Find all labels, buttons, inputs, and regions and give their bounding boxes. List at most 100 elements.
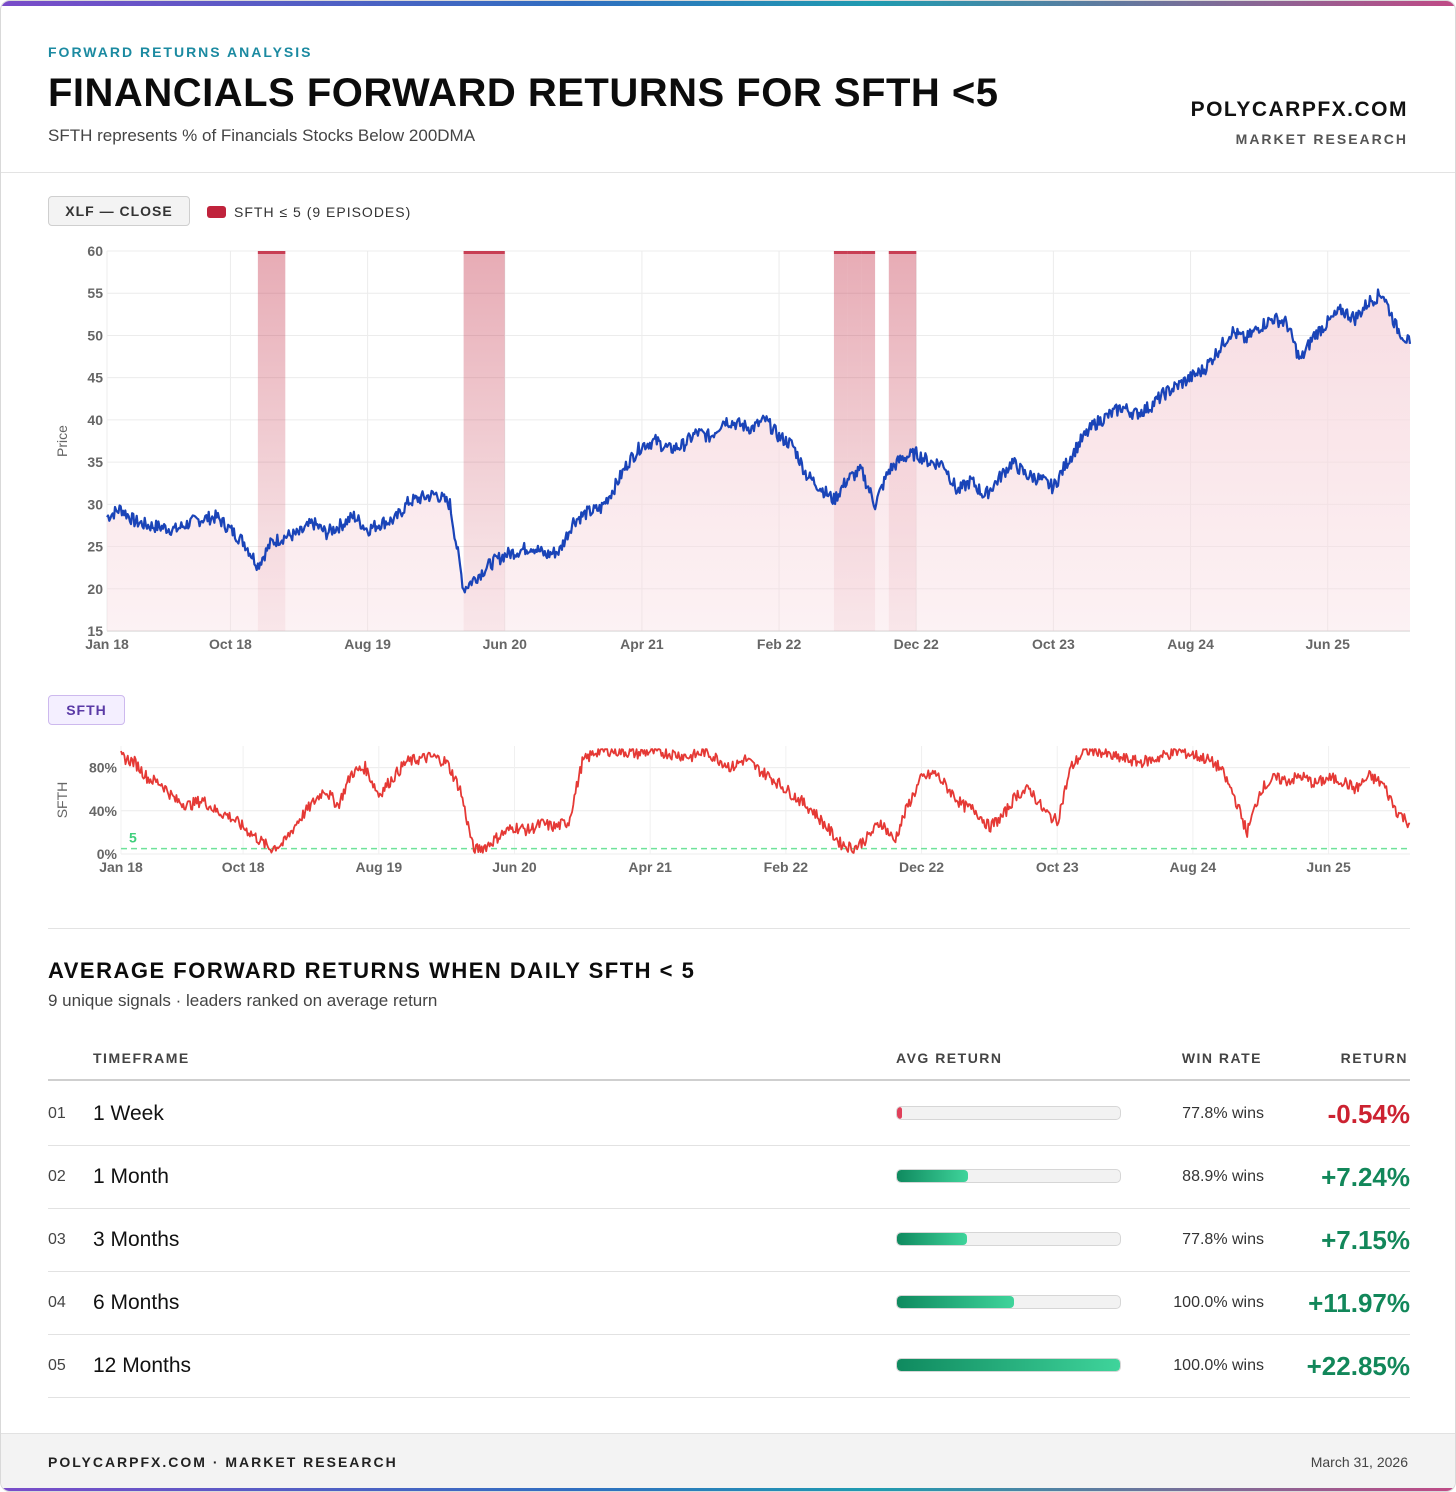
x-tick-label: Aug 24 bbox=[1167, 636, 1214, 652]
table-row: 03 3 Months 77.8% wins +7.15% bbox=[48, 1209, 1410, 1272]
row-rank: 02 bbox=[48, 1168, 66, 1185]
page-subtitle: SFTH represents % of Financials Stocks B… bbox=[48, 126, 476, 145]
brand-name: POLYCARPFX.COM bbox=[1190, 98, 1408, 121]
y-tick-label: 45 bbox=[87, 370, 103, 386]
signal-band-cap bbox=[847, 251, 862, 254]
y-tick-label: 55 bbox=[87, 285, 103, 301]
return-bar-fill bbox=[897, 1296, 1014, 1308]
y-tick-label: 0% bbox=[97, 846, 118, 862]
y-tick-label: 40% bbox=[89, 803, 118, 819]
signal-band-cap bbox=[888, 251, 917, 254]
signal-band-cap bbox=[257, 251, 286, 254]
row-timeframe: 1 Week bbox=[93, 1102, 164, 1125]
table-row: 05 12 Months 100.0% wins +22.85% bbox=[48, 1335, 1410, 1398]
footer-brand: POLYCARPFX.COM · MARKET RESEARCH bbox=[48, 1454, 398, 1470]
return-bar-fill bbox=[897, 1170, 968, 1182]
row-win-rate: 100.0% wins bbox=[1173, 1294, 1264, 1311]
return-bar-fill bbox=[897, 1233, 967, 1245]
x-tick-label: Jun 20 bbox=[492, 859, 537, 875]
returns-title: AVERAGE FORWARD RETURNS WHEN DAILY SFTH … bbox=[48, 958, 696, 983]
episode-legend: SFTH ≤ 5 (9 EPISODES) bbox=[207, 204, 411, 220]
x-tick-label: Apr 21 bbox=[620, 636, 664, 652]
y-axis-label: Price bbox=[54, 425, 70, 457]
y-tick-label: 80% bbox=[89, 760, 118, 776]
return-bar-fill bbox=[897, 1107, 903, 1119]
y-tick-label: 20 bbox=[87, 581, 103, 597]
return-bar-track bbox=[896, 1232, 1121, 1246]
y-tick-label: 50 bbox=[87, 327, 103, 343]
x-tick-label: Jun 20 bbox=[483, 636, 528, 652]
header-divider bbox=[1, 172, 1455, 173]
y-tick-label: 30 bbox=[87, 496, 103, 512]
row-return: +7.15% bbox=[1321, 1225, 1410, 1255]
x-tick-label: Dec 22 bbox=[894, 636, 939, 652]
x-tick-label: Jun 25 bbox=[1306, 859, 1351, 875]
return-bar-track bbox=[896, 1358, 1121, 1372]
row-timeframe: 6 Months bbox=[93, 1291, 180, 1314]
return-bar-track bbox=[896, 1295, 1121, 1309]
page-title: FINANCIALS FORWARD RETURNS FOR SFTH <5 bbox=[48, 71, 999, 115]
x-tick-label: Feb 22 bbox=[764, 859, 809, 875]
row-return: +7.24% bbox=[1321, 1162, 1410, 1192]
y-tick-label: 40 bbox=[87, 412, 103, 428]
x-tick-label: Aug 19 bbox=[355, 859, 402, 875]
return-bar-track bbox=[896, 1169, 1121, 1183]
row-rank: 04 bbox=[48, 1294, 66, 1311]
threshold-label: 5 bbox=[129, 830, 137, 846]
y-tick-label: 15 bbox=[87, 623, 103, 639]
x-tick-label: Apr 21 bbox=[628, 859, 672, 875]
y-tick-label: 60 bbox=[87, 243, 103, 259]
gradient-bottom-bar bbox=[1, 1488, 1455, 1491]
episode-swatch bbox=[207, 206, 226, 218]
y-tick-label: 35 bbox=[87, 454, 103, 470]
x-tick-label: Feb 22 bbox=[757, 636, 802, 652]
x-tick-label: Oct 18 bbox=[209, 636, 252, 652]
price-line bbox=[106, 288, 1412, 594]
row-timeframe: 1 Month bbox=[93, 1165, 169, 1188]
row-rank: 03 bbox=[48, 1231, 66, 1248]
row-return: -0.54% bbox=[1327, 1099, 1410, 1129]
x-tick-label: Oct 23 bbox=[1036, 859, 1079, 875]
x-tick-label: Aug 24 bbox=[1170, 859, 1217, 875]
x-tick-label: Oct 23 bbox=[1032, 636, 1075, 652]
section-divider bbox=[48, 928, 1410, 929]
col-header-win-rate: WIN RATE bbox=[1181, 1050, 1262, 1066]
x-tick-label: Jun 25 bbox=[1306, 636, 1351, 652]
return-bar-track bbox=[896, 1106, 1121, 1120]
x-tick-label: Oct 18 bbox=[222, 859, 265, 875]
row-win-rate: 77.8% wins bbox=[1182, 1231, 1264, 1248]
y-tick-label: 25 bbox=[87, 539, 103, 555]
row-win-rate: 100.0% wins bbox=[1173, 1357, 1264, 1374]
row-rank: 01 bbox=[48, 1105, 66, 1122]
episode-legend-label: SFTH ≤ 5 (9 EPISODES) bbox=[234, 204, 412, 220]
x-tick-label: Aug 19 bbox=[344, 636, 391, 652]
brand-tagline: MARKET RESEARCH bbox=[1235, 131, 1408, 147]
signal-band-cap bbox=[463, 251, 505, 254]
footer-date: March 31, 2026 bbox=[1310, 1454, 1408, 1470]
x-tick-label: Dec 22 bbox=[899, 859, 944, 875]
signal-band-cap bbox=[833, 251, 848, 254]
price-chart: 15 20 25 30 35 40 45 50 55 60 Jan 18 Oct 18 Aug 19 Ju… bbox=[54, 243, 1412, 652]
row-timeframe: 12 Months bbox=[93, 1354, 192, 1377]
row-win-rate: 88.9% wins bbox=[1182, 1168, 1264, 1185]
table-row: 01 1 Week 77.8% wins -0.54% bbox=[48, 1083, 1410, 1146]
y-axis-label: SFTH bbox=[54, 782, 70, 819]
row-return: +11.97% bbox=[1308, 1288, 1410, 1318]
col-header-return: RETURN bbox=[1340, 1050, 1408, 1066]
return-bar-fill bbox=[897, 1359, 1120, 1371]
sfth-series-pill[interactable]: SFTH bbox=[48, 695, 125, 725]
table-row: 04 6 Months 100.0% wins +11.97% bbox=[48, 1272, 1410, 1335]
signal-band-cap bbox=[861, 251, 876, 254]
price-series-pill[interactable]: XLF — CLOSE bbox=[48, 196, 190, 226]
x-tick-label: Jan 18 bbox=[85, 636, 129, 652]
footer: POLYCARPFX.COM · MARKET RESEARCH March 3… bbox=[1, 1433, 1455, 1490]
x-tick-label: Jan 18 bbox=[99, 859, 143, 875]
row-timeframe: 3 Months bbox=[93, 1228, 180, 1251]
price-area bbox=[107, 289, 1410, 631]
row-return: +22.85% bbox=[1306, 1351, 1410, 1381]
eyebrow: FORWARD RETURNS ANALYSIS bbox=[48, 44, 313, 60]
table-row: 02 1 Month 88.9% wins +7.24% bbox=[48, 1146, 1410, 1209]
col-header-avg-return: AVG RETURN bbox=[896, 1050, 1003, 1066]
table-header-rule bbox=[48, 1079, 1410, 1081]
